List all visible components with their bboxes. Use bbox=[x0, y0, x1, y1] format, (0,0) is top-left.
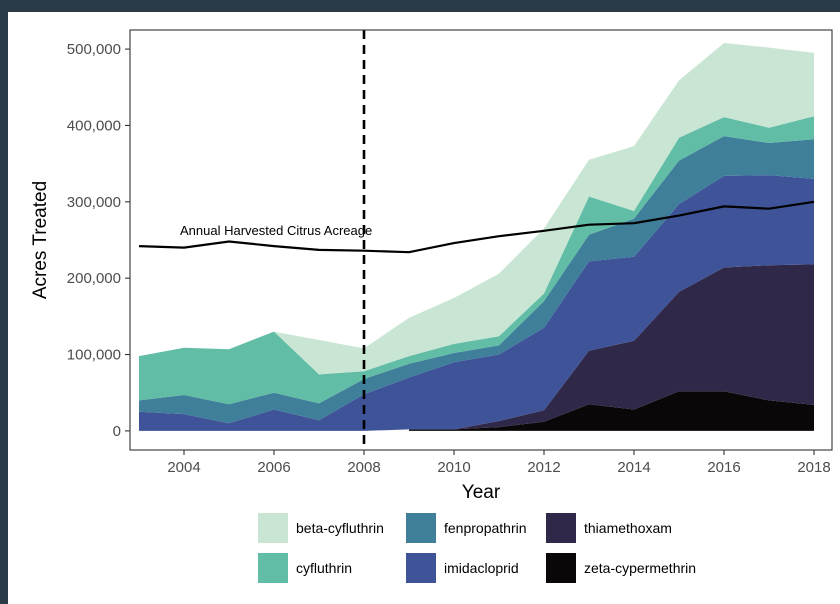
legend-label-thiamethoxam: thiamethoxam bbox=[584, 520, 672, 536]
area-zeta-cypermethrin bbox=[409, 391, 814, 431]
y-tick-label: 300,000 bbox=[67, 194, 121, 211]
legend-key-imidacloprid bbox=[406, 553, 436, 583]
legend-label-zeta-cypermethrin: zeta-cypermethrin bbox=[584, 560, 696, 576]
x-tick-label: 2014 bbox=[617, 459, 650, 476]
legend-label-cyfluthrin: cyfluthrin bbox=[296, 560, 352, 576]
x-tick-label: 2004 bbox=[167, 459, 200, 476]
area-imidacloprid bbox=[139, 175, 814, 431]
y-tick-label: 400,000 bbox=[67, 117, 121, 134]
legend-label-fenpropathrin: fenpropathrin bbox=[444, 520, 527, 536]
area-beta-cyfluthrin bbox=[139, 43, 814, 375]
legend-key-cyfluthrin bbox=[258, 553, 288, 583]
stacked-area-chart: 2004 2006 2008 2010 2012 2014 2016 2018 0 100,00… bbox=[30, 29, 833, 583]
x-axis-title: Year bbox=[462, 482, 501, 503]
legend-label-beta-cyfluthrin: beta-cyfluthrin bbox=[296, 520, 384, 536]
area-fenpropathrin bbox=[139, 136, 814, 424]
y-tick-label: 100,000 bbox=[67, 347, 121, 364]
x-tick-label: 2008 bbox=[347, 459, 380, 476]
citrus-acreage-line bbox=[138, 200, 815, 254]
reference-line-layer bbox=[138, 200, 815, 254]
y-tick-label: 200,000 bbox=[67, 270, 121, 287]
x-tick-label: 2012 bbox=[527, 459, 560, 476]
x-axis: 2004 2006 2008 2010 2012 2014 2016 2018 bbox=[167, 450, 831, 476]
x-tick-label: 2006 bbox=[257, 459, 290, 476]
area-series-layer bbox=[139, 43, 814, 431]
legend-key-zeta-cypermethrin bbox=[546, 553, 576, 583]
reference-line-label: Annual Harvested Citrus Acreage bbox=[180, 223, 372, 238]
x-tick-label: 2010 bbox=[437, 459, 470, 476]
legend-label-imidacloprid: imidacloprid bbox=[444, 560, 519, 576]
x-tick-label: 2018 bbox=[797, 459, 830, 476]
legend: beta-cyfluthrin fenpropathrin thiamethoxam… bbox=[258, 513, 696, 583]
x-tick-label: 2016 bbox=[707, 459, 740, 476]
area-thiamethoxam bbox=[139, 264, 814, 431]
y-axis-title: Acres Treated bbox=[30, 181, 51, 299]
legend-key-beta-cyfluthrin bbox=[258, 513, 288, 543]
area-cyfluthrin bbox=[139, 116, 814, 405]
legend-key-fenpropathrin bbox=[406, 513, 436, 543]
y-axis: 0 100,000 200,000 300,000 400,000 500,000 bbox=[67, 41, 130, 440]
plot-panel-border bbox=[129, 29, 833, 451]
y-tick-label: 0 bbox=[113, 423, 121, 440]
chart-frame: 2004 2006 2008 2010 2012 2014 2016 2018 0 100,00… bbox=[8, 12, 840, 604]
legend-key-thiamethoxam bbox=[546, 513, 576, 543]
y-tick-label: 500,000 bbox=[67, 41, 121, 58]
